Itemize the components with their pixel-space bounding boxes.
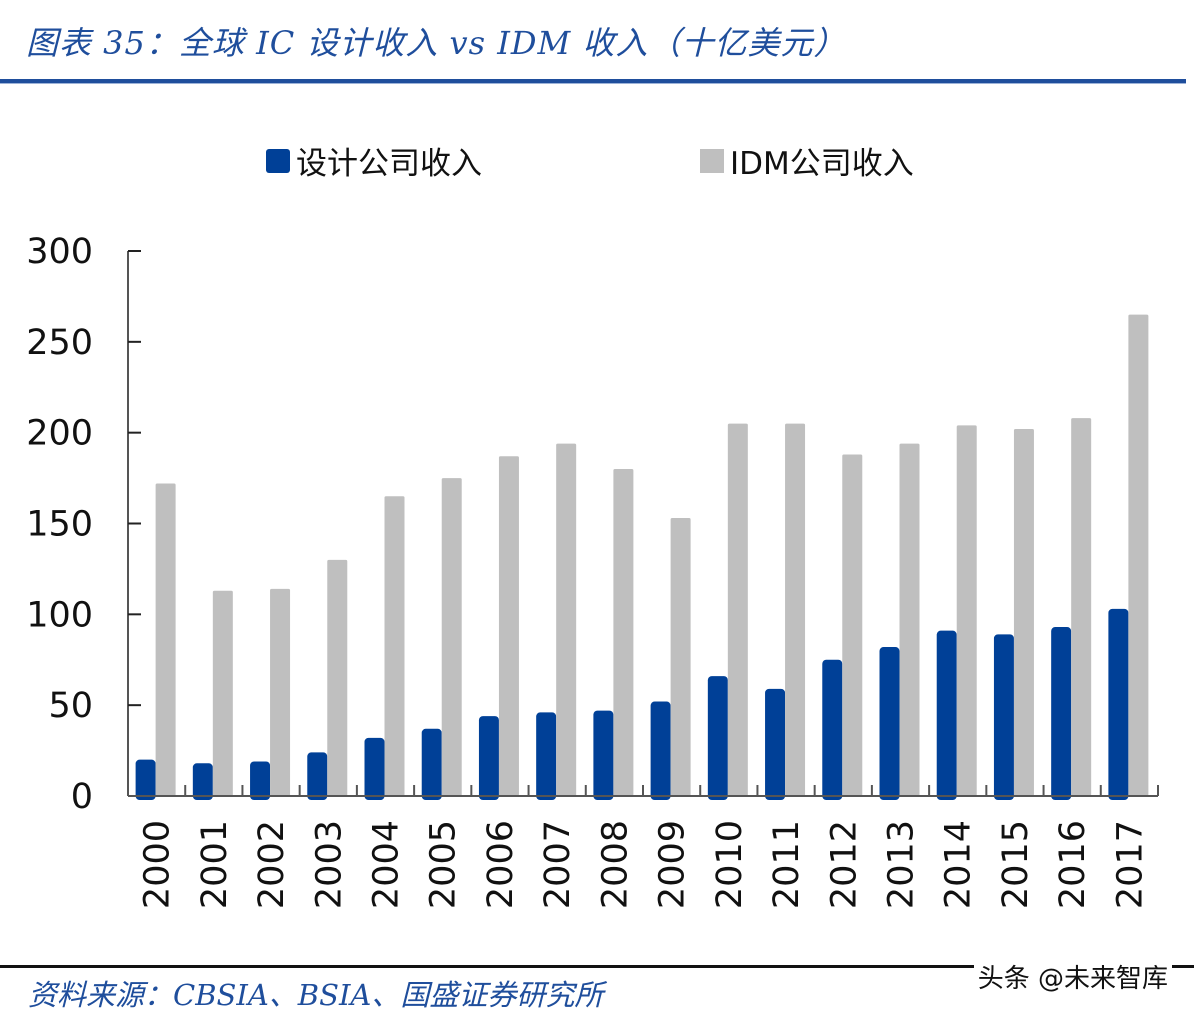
bar-idm-2005 — [441, 478, 462, 796]
x-tick-label-2000: 2000 — [138, 820, 178, 909]
bar-idm-2007 — [556, 443, 577, 796]
x-tick-label-2010: 2010 — [710, 820, 750, 909]
legend-label-idm: IDM公司收入 — [730, 146, 914, 182]
bar-design-2011 — [765, 688, 786, 800]
bar-design-2001 — [192, 763, 213, 800]
chart-title: 图表 35：全球 IC 设计收入 vs IDM 收入（十亿美元） — [26, 24, 847, 62]
x-tick-label-2007: 2007 — [538, 820, 578, 909]
x-tick-label-2016: 2016 — [1053, 820, 1093, 909]
x-tick-label-2002: 2002 — [252, 820, 292, 909]
bar-idm-2001 — [212, 590, 233, 796]
bar-idm-2009 — [670, 518, 691, 796]
legend-swatch-design — [266, 148, 290, 173]
bar-idm-2010 — [727, 423, 748, 796]
legend-label-design: 设计公司收入 — [296, 146, 482, 182]
bar-design-2007 — [536, 712, 557, 800]
bar-idm-2011 — [785, 423, 806, 796]
x-tick-label-2011: 2011 — [767, 820, 807, 909]
x-tick-label-2015: 2015 — [996, 820, 1036, 909]
bar-design-2008 — [593, 710, 614, 800]
bar-design-2014 — [936, 630, 957, 800]
x-tick-label-2006: 2006 — [481, 820, 521, 909]
bar-design-2000 — [135, 759, 156, 800]
legend-item-idm: IDM公司收入 — [700, 138, 914, 183]
source-note: 资料来源：CBSIA、BSIA、国盛证券研究所 — [28, 978, 604, 1012]
bar-design-2013 — [879, 647, 900, 800]
bar-idm-2014 — [956, 425, 977, 796]
y-tick-label-150: 150 — [26, 505, 93, 545]
bar-idm-2002 — [270, 588, 291, 796]
bar-design-2006 — [478, 716, 499, 800]
bar-design-2017 — [1108, 608, 1129, 800]
x-tick-label-2013: 2013 — [882, 820, 922, 909]
bar-idm-2017 — [1128, 314, 1149, 796]
y-tick-label-100: 100 — [26, 595, 93, 635]
y-tick-label-250: 250 — [26, 323, 93, 363]
bar-design-2005 — [421, 728, 442, 800]
bar-idm-2003 — [327, 559, 348, 796]
bar-design-2004 — [364, 737, 385, 800]
x-tick-label-2014: 2014 — [939, 820, 979, 909]
x-tick-label-2003: 2003 — [309, 820, 349, 909]
legend-item-design: 设计公司收入 — [266, 138, 482, 183]
bar-design-2015 — [993, 634, 1014, 800]
legend: 设计公司收入 IDM公司收入 — [0, 138, 1194, 188]
y-tick-label-50: 50 — [48, 686, 93, 726]
bar-design-2009 — [650, 701, 671, 800]
bar-idm-2006 — [498, 456, 519, 796]
x-tick-label-2005: 2005 — [424, 820, 464, 909]
bar-idm-2013 — [899, 443, 920, 796]
x-tick-label-2009: 2009 — [653, 820, 693, 909]
bar-design-2016 — [1051, 627, 1072, 800]
bar-idm-2016 — [1071, 418, 1092, 796]
bar-idm-2004 — [384, 496, 405, 796]
x-tick-label-2001: 2001 — [195, 820, 235, 909]
watermark: 头条 @未来智库 — [973, 958, 1172, 995]
bar-design-2012 — [822, 659, 843, 800]
y-tick-label-0: 0 — [71, 777, 93, 817]
bar-idm-2012 — [842, 454, 863, 796]
x-tick-label-2004: 2004 — [367, 820, 407, 909]
y-tick-label-200: 200 — [26, 414, 93, 454]
footer-divider — [0, 965, 1194, 968]
x-tick-label-2008: 2008 — [595, 820, 635, 909]
bar-chart: 0 50 100 150 200 250 300 2000 2001 2002 2003 2004 20… — [26, 232, 1159, 909]
y-tick-label-300: 300 — [26, 232, 93, 272]
bar-idm-2015 — [1013, 429, 1034, 796]
title-divider — [0, 79, 1186, 84]
bar-design-2002 — [250, 761, 271, 800]
x-tick-label-2012: 2012 — [824, 820, 864, 909]
x-tick-label-2017: 2017 — [1110, 820, 1150, 909]
bar-design-2003 — [307, 752, 328, 800]
bar-design-2010 — [707, 676, 728, 800]
bar-idm-2000 — [155, 483, 176, 796]
bar-idm-2008 — [613, 469, 634, 796]
legend-swatch-idm — [700, 148, 724, 173]
